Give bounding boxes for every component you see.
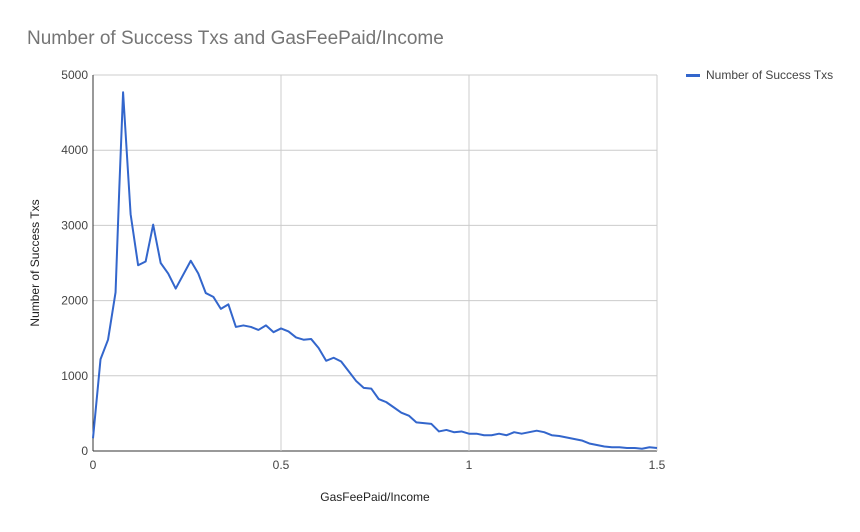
grid-layer bbox=[92, 74, 658, 452]
y-axis-title: Number of Success Txs bbox=[28, 199, 42, 326]
series-line-number-of-success-txs bbox=[92, 91, 658, 450]
y-tick-label: 5000 bbox=[61, 68, 88, 82]
tick-layer: 0 1000 2000 3000 4000 5000 0 0.5 1 1.5 bbox=[61, 68, 665, 472]
y-tick-label: 3000 bbox=[61, 218, 88, 232]
x-tick-label: 1.5 bbox=[649, 458, 666, 472]
y-tick-label: 1000 bbox=[61, 369, 88, 383]
y-tick-label: 0 bbox=[81, 444, 88, 458]
x-axis-title: GasFeePaid/Income bbox=[320, 490, 430, 504]
legend-label: Number of Success Txs bbox=[706, 68, 834, 82]
x-tick-label: 0 bbox=[90, 458, 97, 472]
y-tick-label: 4000 bbox=[61, 143, 88, 157]
x-tick-label: 0.5 bbox=[273, 458, 290, 472]
x-tick-label: 1 bbox=[466, 458, 473, 472]
legend: Number of Success Txs bbox=[686, 68, 833, 82]
legend-swatch bbox=[686, 73, 700, 77]
chart-title: Number of Success Txs and GasFeePaid/Inc… bbox=[27, 28, 444, 49]
y-tick-label: 2000 bbox=[61, 294, 88, 308]
